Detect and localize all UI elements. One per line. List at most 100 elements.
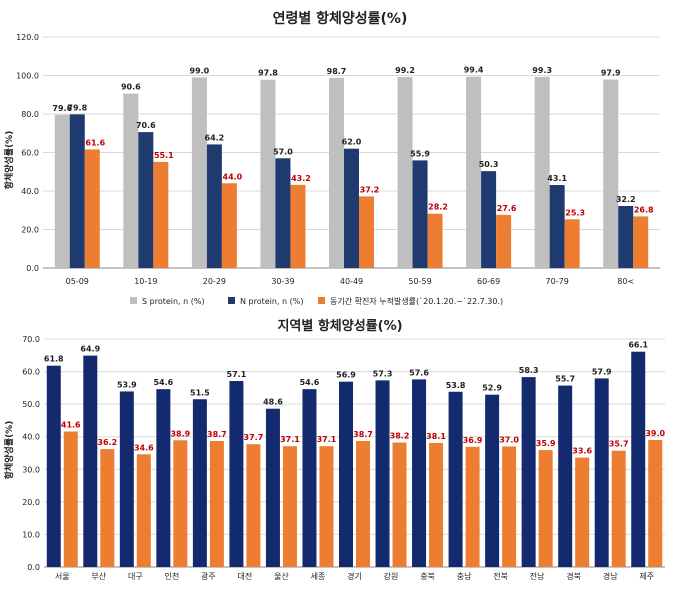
bar xyxy=(46,365,61,567)
bar xyxy=(575,457,590,567)
data-label: 57.3 xyxy=(373,369,393,378)
data-label: 57.0 xyxy=(273,147,293,156)
x-tick-label: 울산 xyxy=(274,571,289,581)
bar xyxy=(375,380,390,567)
bar xyxy=(136,454,151,567)
bar xyxy=(392,442,407,567)
x-tick-label: 제주 xyxy=(639,572,654,581)
data-label: 39.0 xyxy=(645,429,665,438)
data-label: 99.4 xyxy=(464,66,484,75)
data-label: 70.6 xyxy=(136,121,156,130)
data-label: 38.2 xyxy=(390,432,410,441)
data-label: 90.6 xyxy=(121,83,141,92)
bar xyxy=(412,379,427,567)
bar xyxy=(290,184,306,268)
bar xyxy=(282,446,297,567)
x-tick-label: 20-29 xyxy=(203,277,226,286)
y-tick-label: 120.0 xyxy=(16,33,39,42)
y-tick-label: 40.0 xyxy=(22,433,40,442)
bar xyxy=(156,389,171,567)
x-tick-label: 전북 xyxy=(493,571,508,581)
x-tick-label: 40-49 xyxy=(340,277,363,286)
legend: S protein, n (%) N protein, n (%) 동기간 확진자 … xyxy=(130,296,503,306)
bar xyxy=(153,161,169,268)
bar xyxy=(481,171,497,268)
x-tick-label: 강원 xyxy=(384,571,399,581)
bar xyxy=(265,408,280,567)
bar xyxy=(549,185,565,268)
x-tick-label: 대구 xyxy=(128,572,143,581)
bar xyxy=(485,394,500,567)
bar xyxy=(502,446,517,567)
bar xyxy=(275,158,291,268)
x-tick-label: 경북 xyxy=(566,571,581,581)
y-tick-label: 80.0 xyxy=(21,110,39,119)
data-label: 43.1 xyxy=(547,174,567,183)
y-tick-label: 20.0 xyxy=(22,498,40,507)
data-label: 38.9 xyxy=(170,429,190,438)
bar xyxy=(173,440,188,567)
x-tick-label: 세종 xyxy=(311,572,326,581)
x-tick-label: 서울 xyxy=(55,572,70,581)
bar xyxy=(538,450,553,567)
data-label: 97.8 xyxy=(258,69,278,78)
data-label: 37.0 xyxy=(499,435,519,444)
x-tick-label: 경기 xyxy=(347,571,362,581)
age-chart: 연령별 항체양성률(%) 항체양성률(%) 79.679.8 61.6 90.6 70… xyxy=(3,10,660,306)
bar xyxy=(84,149,100,268)
x-tick-label: 충북 xyxy=(420,572,435,581)
bar xyxy=(69,114,85,268)
legend-swatch xyxy=(318,297,325,304)
y-tick-label: 50.0 xyxy=(22,400,40,409)
bar xyxy=(119,391,134,567)
y-axis-label: 항체양성률(%) xyxy=(3,131,15,190)
bar xyxy=(192,399,207,567)
bar xyxy=(465,446,480,567)
data-label: 37.1 xyxy=(280,435,300,444)
y-tick-label: 70.0 xyxy=(22,335,40,344)
bar xyxy=(429,442,444,567)
data-label: 61.8 xyxy=(44,355,64,364)
bar xyxy=(100,449,115,567)
y-tick-label: 60.0 xyxy=(22,368,40,377)
bar xyxy=(246,444,261,567)
x-tick-label: 05-09 xyxy=(66,277,89,286)
bar xyxy=(319,446,334,567)
data-label: 55.7 xyxy=(555,375,575,384)
bar xyxy=(427,213,443,268)
bar xyxy=(83,355,98,567)
bar xyxy=(397,77,413,268)
x-tick-label: 경남 xyxy=(603,571,618,581)
data-label: 97.9 xyxy=(601,69,621,78)
bar xyxy=(648,439,663,567)
data-label: 66.1 xyxy=(628,341,648,350)
legend-swatch xyxy=(228,297,235,304)
data-label: 37.1 xyxy=(317,435,337,444)
bar xyxy=(356,440,370,567)
x-tick-label: 10-19 xyxy=(134,277,157,286)
data-label: 37.7 xyxy=(244,433,264,442)
bar xyxy=(611,450,626,567)
data-label: 41.6 xyxy=(61,421,81,430)
data-label: 57.1 xyxy=(227,370,247,379)
data-label: 32.2 xyxy=(616,195,636,204)
data-label: 50.3 xyxy=(479,160,499,169)
data-label: 25.3 xyxy=(565,208,585,217)
bar xyxy=(534,76,550,268)
x-tick-label: 60-69 xyxy=(477,277,500,286)
bar xyxy=(221,183,237,268)
bar xyxy=(302,389,317,567)
bar xyxy=(466,76,482,268)
y-tick-label: 20.0 xyxy=(21,226,39,235)
y-tick-label: 60.0 xyxy=(21,149,39,158)
data-label: 26.8 xyxy=(634,205,654,214)
y-tick-label: 10.0 xyxy=(22,530,40,539)
data-label: 43.2 xyxy=(291,174,311,183)
bar xyxy=(412,160,428,268)
data-label: 33.6 xyxy=(572,447,592,456)
data-label: 54.6 xyxy=(153,378,173,387)
bar xyxy=(359,196,374,268)
bar xyxy=(631,351,646,567)
data-label: 99.3 xyxy=(532,66,552,75)
bar xyxy=(138,132,154,268)
